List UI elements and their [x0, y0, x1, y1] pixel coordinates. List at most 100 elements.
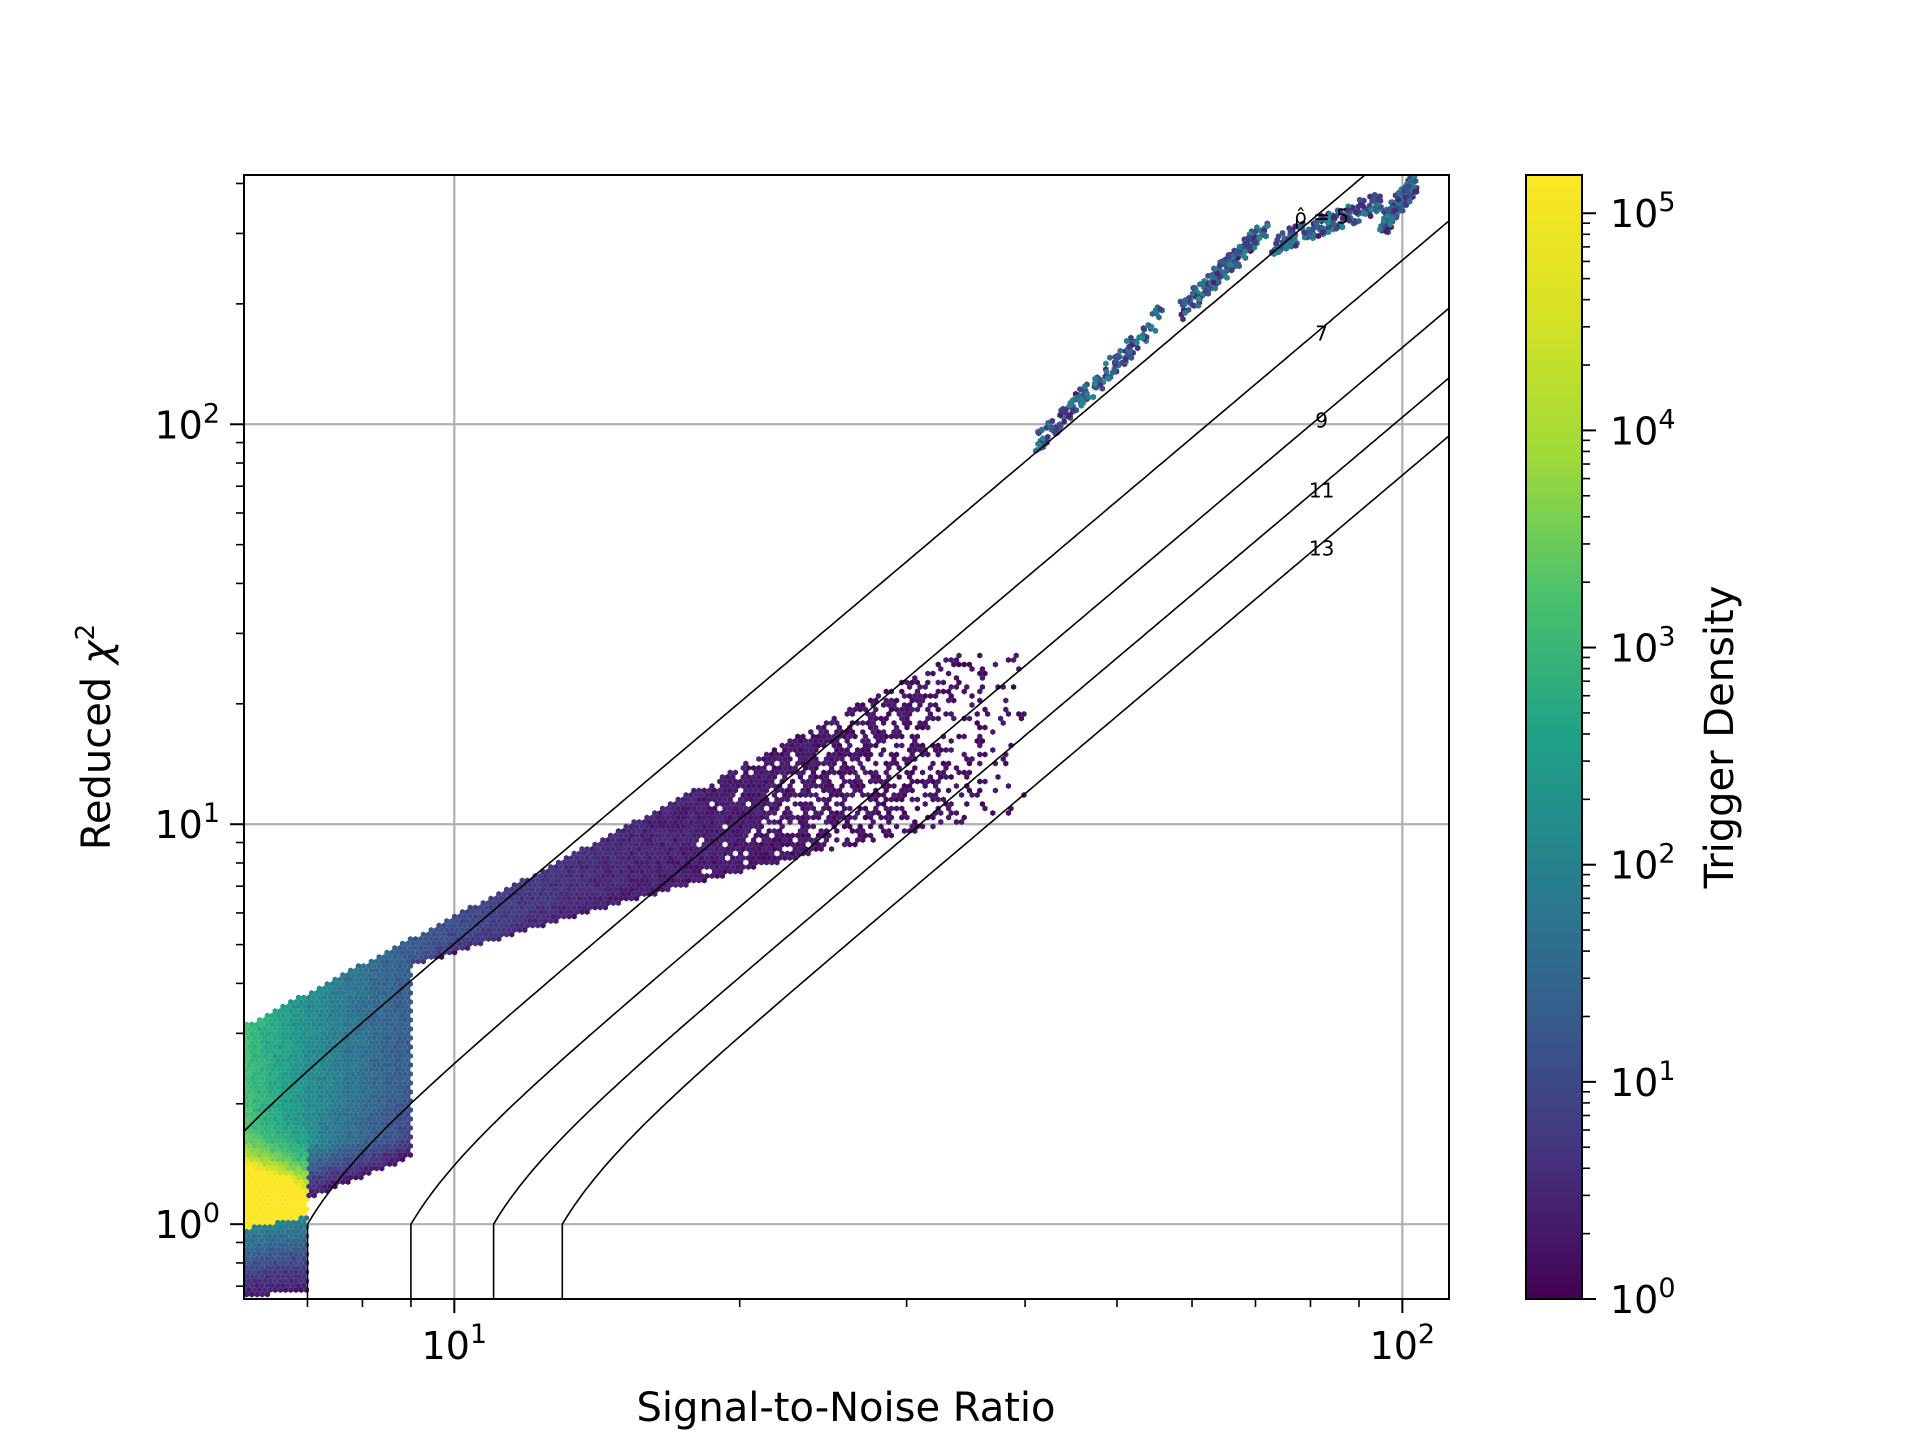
colorbar-tick-label-5: 105 — [1610, 187, 1676, 236]
density-hexbin — [309, 1116, 315, 1122]
density-hexbin — [257, 1080, 263, 1086]
density-hexbin — [244, 1183, 250, 1190]
density-hexbin — [303, 1080, 309, 1086]
density-hexbin — [280, 1156, 286, 1163]
density-hexbin — [288, 1116, 294, 1122]
density-hexbin — [244, 1156, 250, 1163]
density-hexbin — [264, 1210, 270, 1217]
colorbar-tick-label-3-exp: 3 — [1658, 622, 1675, 653]
density-hexbin — [311, 1093, 317, 1100]
density-hexbin — [280, 1210, 286, 1217]
density-hexbin — [264, 1246, 270, 1253]
density-hexbin — [251, 1125, 257, 1131]
density-hexbin — [337, 1084, 343, 1091]
density-hexbin — [277, 1233, 283, 1239]
density-hexbin — [293, 1233, 299, 1239]
density-hexbin — [363, 1111, 369, 1118]
density-hexbin — [267, 1152, 273, 1158]
density-hexbin — [920, 769, 926, 776]
contour-line-5 — [244, 175, 1367, 1132]
density-hexbin — [314, 1116, 320, 1122]
density-hexbin — [342, 1138, 348, 1145]
density-hexbin — [301, 1273, 307, 1280]
colorbar-tick-label-4-base: 10 — [1610, 409, 1658, 453]
density-hexbin — [264, 1237, 270, 1244]
y-tick-label-1-exp: 1 — [203, 798, 220, 829]
density-hexbin — [275, 1264, 281, 1271]
density-hexbin — [298, 1134, 304, 1140]
density-hexbin — [246, 1197, 252, 1203]
density-hexbin — [335, 1098, 341, 1104]
density-hexbin — [992, 661, 998, 668]
density-hexbin — [298, 1089, 304, 1095]
density-hexbin — [285, 1264, 291, 1271]
density-hexbin — [350, 1089, 356, 1095]
density-hexbin — [368, 1102, 374, 1109]
density-hexbin — [244, 1237, 250, 1244]
density-hexbin — [309, 1107, 315, 1113]
density-hexbin — [348, 1147, 354, 1154]
density-hexbin — [249, 1174, 255, 1181]
density-hexbin — [389, 1111, 395, 1118]
density-hexbin — [280, 1111, 286, 1118]
density-hexbin — [358, 1156, 364, 1163]
density-hexbin — [381, 1089, 387, 1095]
density-hexbin — [285, 1129, 291, 1136]
density-hexbin — [301, 1219, 307, 1226]
density-hexbin — [337, 1120, 343, 1127]
density-hexbin — [285, 1093, 291, 1100]
density-hexbin — [270, 1201, 276, 1208]
density-hexbin — [277, 1224, 283, 1230]
density-hexbin — [376, 1161, 382, 1167]
density-hexbin — [257, 1125, 263, 1131]
density-hexbin — [332, 1102, 338, 1109]
density-hexbin — [290, 1228, 296, 1235]
density-hexbin — [285, 1183, 291, 1190]
density-hexbin — [387, 1161, 393, 1167]
density-hexbin — [249, 1183, 255, 1190]
density-hexbin — [316, 1129, 322, 1136]
density-hexbin — [914, 805, 920, 812]
density-hexbin — [290, 1192, 296, 1199]
density-hexbin — [371, 1143, 377, 1149]
density-hexbin — [387, 1134, 393, 1140]
density-hexbin — [270, 1192, 276, 1199]
x-tick-label-0-exp: 1 — [470, 1319, 487, 1350]
density-hexbin — [257, 1215, 263, 1221]
density-hexbin — [296, 1183, 302, 1190]
density-hexbin — [342, 1174, 348, 1181]
density-hexbin — [301, 1147, 307, 1154]
density-hexbin — [290, 1183, 296, 1190]
density-hexbin — [368, 1093, 374, 1100]
density-hexbin — [345, 1116, 351, 1122]
density-hexbin — [381, 1098, 387, 1104]
density-hexbin — [293, 1080, 299, 1086]
density-hexbin — [935, 679, 941, 686]
density-hexbin — [272, 1089, 278, 1095]
density-hexbin — [272, 1233, 278, 1239]
density-hexbin — [361, 1098, 367, 1104]
density-hexbin — [368, 1147, 374, 1154]
density-hexbin — [407, 1143, 413, 1149]
density-hexbin — [322, 1165, 328, 1172]
density-hexbin — [293, 1287, 299, 1293]
density-hexbin-loud-0 — [1107, 354, 1113, 361]
density-hexbin — [246, 1269, 252, 1275]
density-hexbin — [293, 1107, 299, 1113]
density-hexbin — [254, 1174, 260, 1181]
density-hexbin — [270, 1228, 276, 1235]
density-hexbin — [332, 1165, 338, 1172]
density-hexbin — [899, 742, 905, 749]
density-hexbin — [254, 1291, 260, 1298]
density-hexbin — [363, 1084, 369, 1091]
density-hexbin — [277, 1143, 283, 1149]
density-hexbin — [322, 1183, 328, 1190]
density-hexbin — [285, 1237, 291, 1244]
density-hexbin — [257, 1107, 263, 1113]
density-hexbin — [368, 1120, 374, 1127]
density-hexbin — [381, 1107, 387, 1113]
density-hexbin — [290, 1129, 296, 1136]
density-hexbin — [306, 1183, 312, 1190]
density-hexbin — [283, 1125, 289, 1131]
density-hexbin — [311, 1120, 317, 1127]
